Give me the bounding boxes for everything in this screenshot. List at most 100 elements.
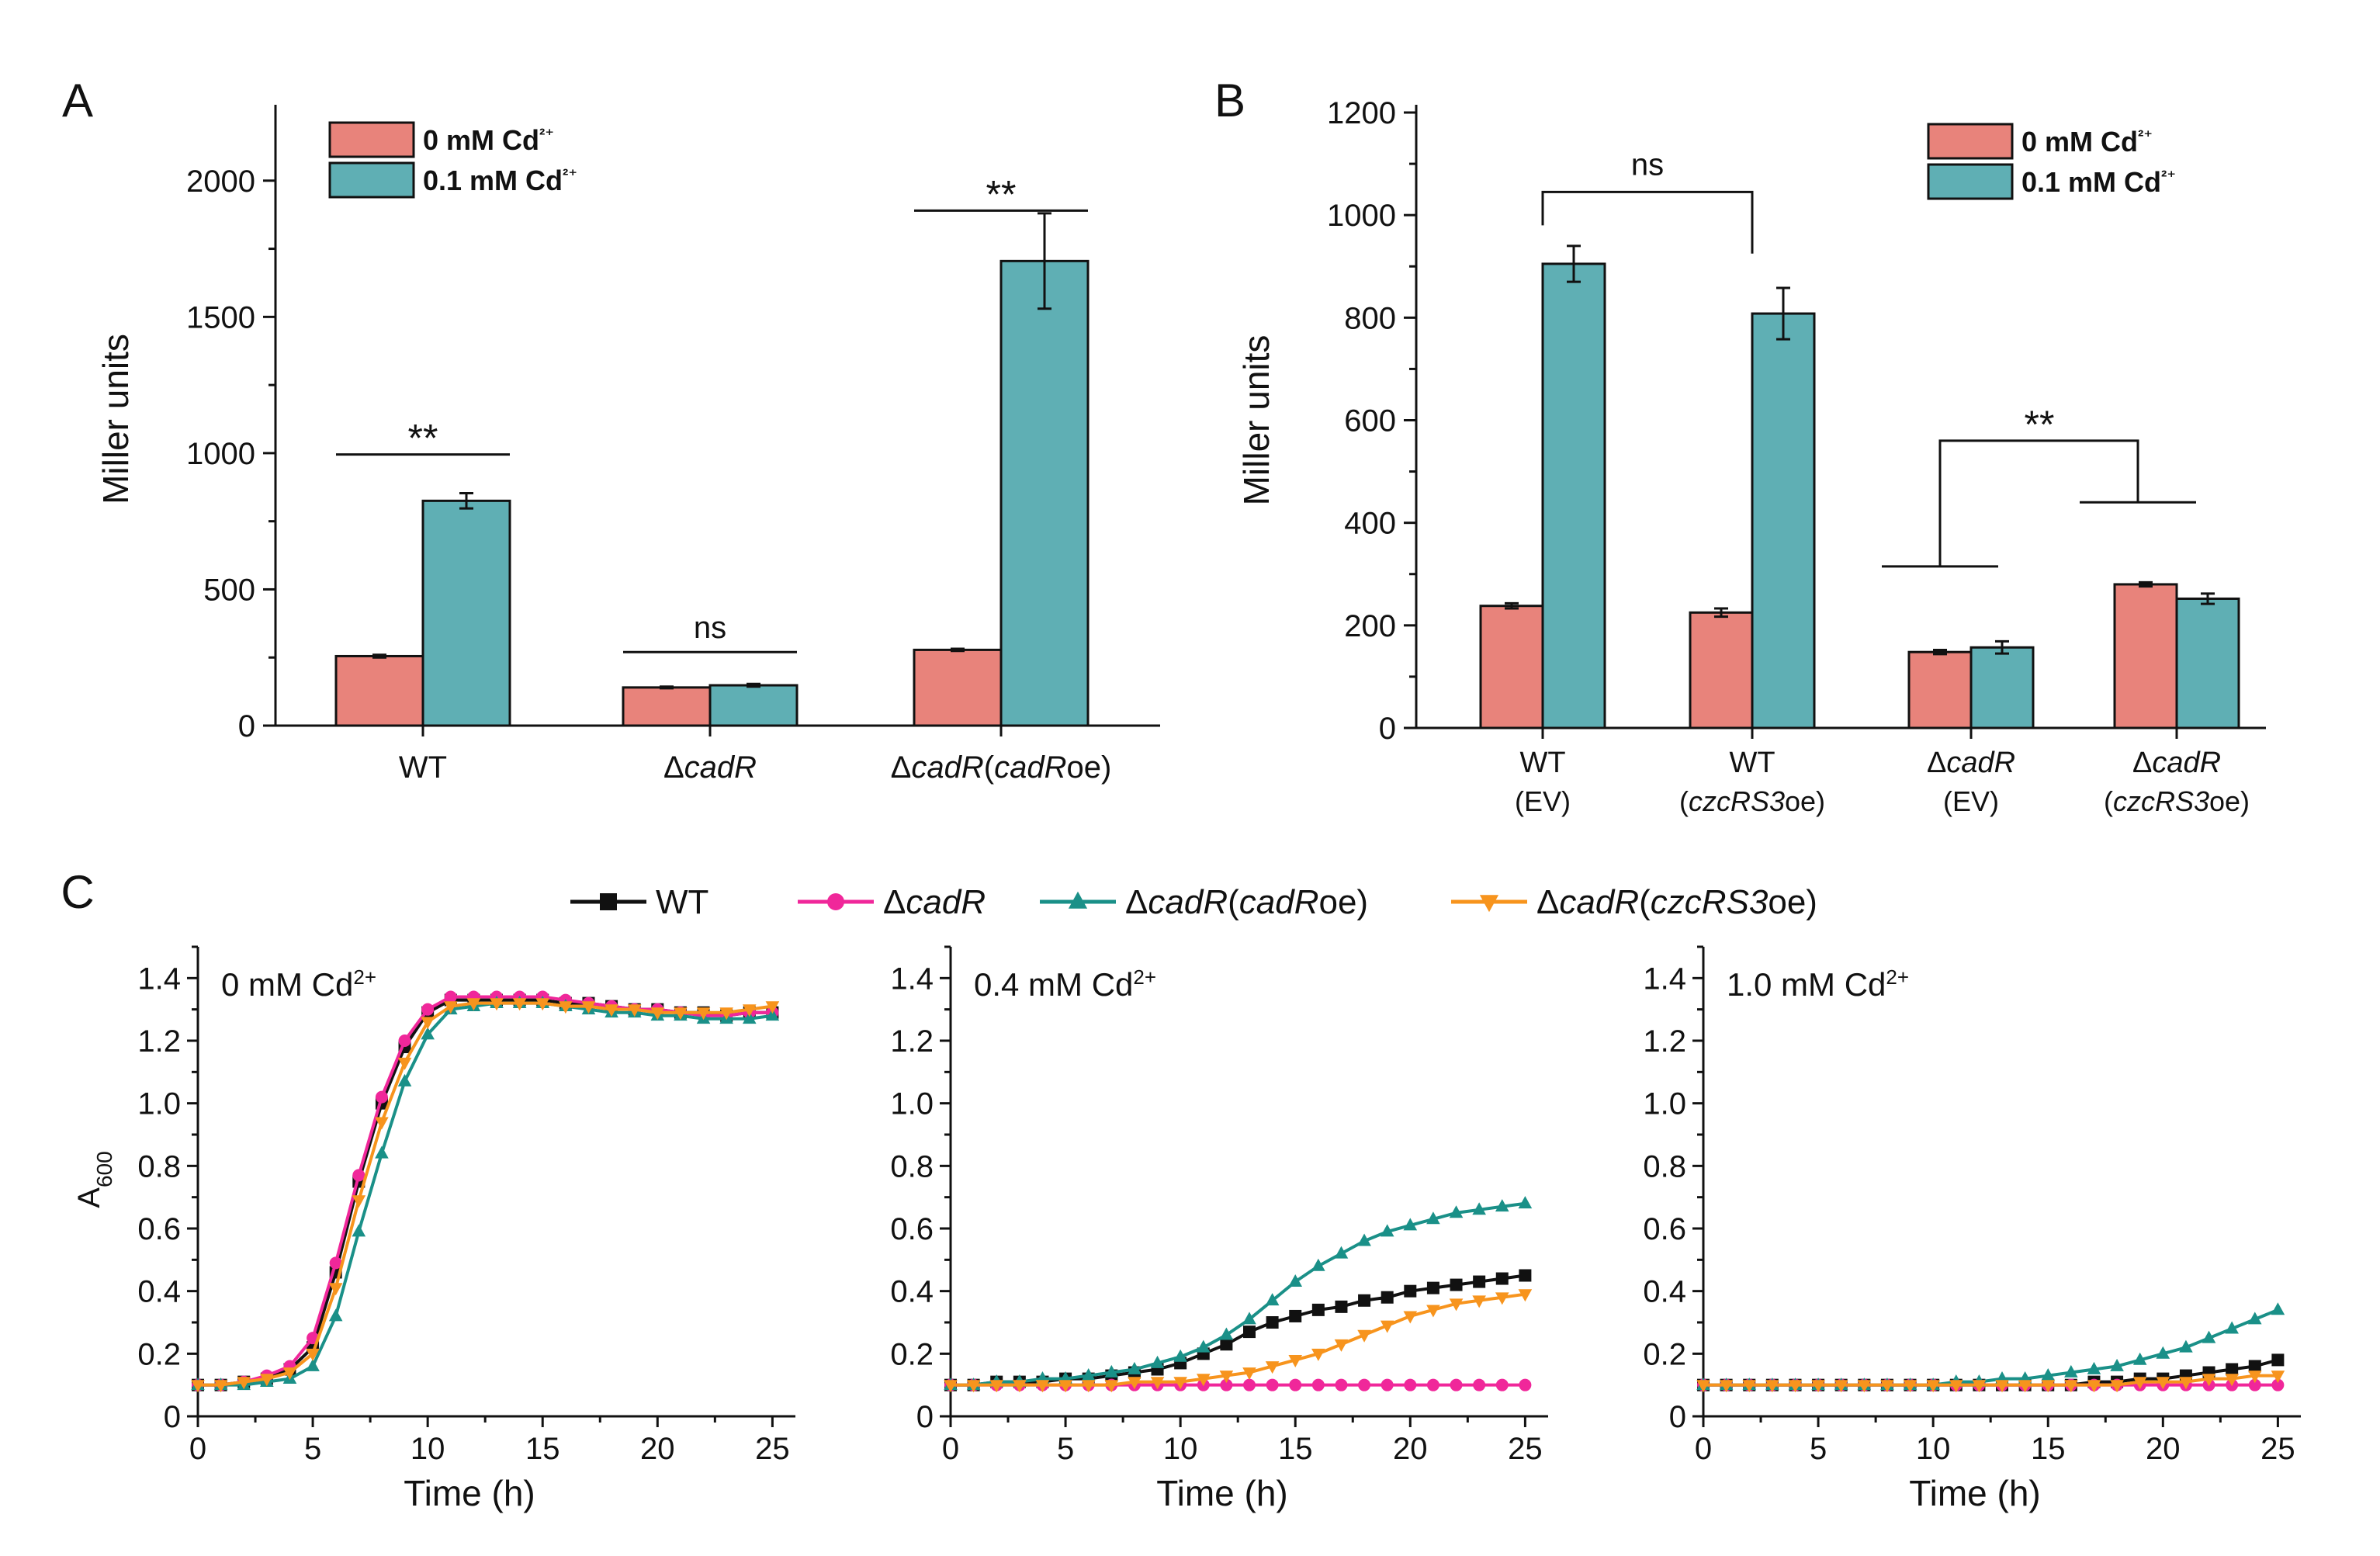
significance-label: ns [1631, 147, 1664, 182]
point-cadroe [1334, 1246, 1349, 1259]
y-tick-label: 1200 [1327, 96, 1396, 130]
subplot-label: 0.4 mM Cd2+ [974, 965, 1156, 1003]
x-category-label-line1-part-1: cadR [2152, 747, 2221, 779]
point-dcadr [444, 990, 457, 1003]
bar [1479, 605, 1544, 729]
point-cadroe [1128, 1361, 1141, 1374]
y-tick-label: 0.4 [890, 1275, 934, 1309]
y-tick-label: 0.2 [137, 1337, 181, 1371]
series-line-wt [198, 998, 773, 1387]
point-czcrs3oe [1472, 1295, 1486, 1308]
point-czcrs3oe [1995, 1380, 2009, 1393]
point-czcrs3oe [1380, 1320, 1394, 1333]
y-tick-label: 200 [1344, 609, 1396, 643]
significance-label: ** [2025, 403, 2055, 446]
point-czcrs3oe [443, 1001, 458, 1014]
x-category-label-line1-part-0: WT [1729, 747, 1775, 779]
point-czcrs3oe [328, 1283, 343, 1296]
point-czcrs3oe [1972, 1380, 1987, 1393]
x-tick-label: 25 [755, 1432, 790, 1466]
legend-label: ΔcadR(cadRoe) [1125, 883, 1368, 921]
x-tick-label: 10 [1163, 1432, 1198, 1466]
legend-marker [1479, 895, 1499, 913]
point-cadroe [2041, 1367, 2056, 1381]
x-tick-label: 25 [1508, 1432, 1543, 1466]
point-czcrs3oe [1357, 1329, 1371, 1343]
point-czcrs3oe [742, 1004, 757, 1017]
x-category-label-part-0: Δ [663, 750, 684, 785]
y-axis-title-main: A [72, 1187, 106, 1208]
point-wt [1220, 1338, 1233, 1351]
point-cadroe [1449, 1205, 1464, 1218]
legend-label: ΔcadR [883, 883, 986, 921]
x-category-label-line2-part-0: (EV) [1943, 785, 1999, 817]
point-czcrs3oe [282, 1367, 297, 1381]
x-tick-label: 5 [304, 1432, 321, 1466]
legend-label-sup: ²⁺ [2161, 167, 2176, 186]
point-czcrs3oe [1949, 1380, 1963, 1393]
point-czcrs3oe [1788, 1380, 1803, 1393]
point-dcadr [352, 1169, 365, 1182]
point-cadroe [397, 1073, 412, 1086]
point-cadroe [1426, 1211, 1440, 1225]
y-tick-label: 0 [1669, 1400, 1686, 1434]
legend-label-part-0: Δ [1536, 883, 1559, 921]
legend-label-part-1: cadR [1559, 883, 1639, 921]
point-czcrs3oe [1013, 1380, 1027, 1393]
y-tick-label: 1500 [186, 300, 255, 334]
legend-label: 0 mM Cd²⁺ [423, 124, 554, 156]
point-dcadr [1404, 1378, 1417, 1391]
point-wt [2248, 1360, 2261, 1373]
point-dcadr [2271, 1378, 2285, 1391]
series-line-dcadr [198, 995, 773, 1387]
y-axis-title-sub: 600 [92, 1151, 116, 1187]
point-wt [1450, 1278, 1463, 1291]
point-czcrs3oe [2110, 1380, 2124, 1393]
point-cadroe [1150, 1355, 1165, 1368]
legend-swatch [1927, 163, 2014, 200]
bar [1969, 646, 2035, 729]
point-czcrs3oe [674, 1007, 688, 1021]
y-tick-label: 2000 [186, 165, 255, 199]
y-tick-label: 500 [203, 573, 255, 607]
point-cadroe [1219, 1327, 1234, 1340]
legend-swatch [1927, 123, 2014, 160]
subplot-3: 0 0.2 0.4 0.6 0.8 1.0 1.2 1.4 0 5 10 15 20 25 Time (h)… [1643, 945, 2301, 1513]
x-category-label-line2-part-1: czcRS3 [1689, 785, 1785, 817]
legend-swatch [328, 121, 415, 158]
point-czcrs3oe [1288, 1355, 1303, 1367]
bar [2113, 583, 2178, 729]
x-tick-label: 20 [2146, 1432, 2181, 1466]
x-category-label-part-2: ( [984, 750, 995, 785]
point-wt [1335, 1300, 1348, 1313]
point-cadroe [2271, 1302, 2285, 1315]
point-wt [1404, 1284, 1417, 1298]
point-czcrs3oe [2087, 1380, 2101, 1393]
bar [708, 684, 799, 727]
point-czcrs3oe [512, 998, 527, 1011]
point-czcrs3oe [1403, 1311, 1418, 1324]
point-czcrs3oe [1857, 1380, 1872, 1393]
x-category-label-line1-part-1: cadR [1946, 747, 2015, 779]
x-tick-label: 20 [640, 1432, 675, 1466]
point-cadroe [2156, 1346, 2170, 1359]
y-tick-label: 1000 [1327, 199, 1396, 233]
point-czcrs3oe [1173, 1377, 1187, 1390]
y-tick-label: 1.0 [137, 1087, 181, 1121]
point-dcadr [421, 1003, 435, 1016]
point-cadroe [2087, 1361, 2101, 1374]
y-tick-label: 1.0 [890, 1087, 934, 1121]
y-tick-label: 0.6 [137, 1212, 181, 1246]
point-czcrs3oe [1150, 1377, 1165, 1390]
point-czcrs3oe [260, 1374, 274, 1387]
point-czcrs3oe [559, 1001, 573, 1014]
y-tick-label: 0.2 [890, 1337, 934, 1371]
legend-label-part-1: cadR [1148, 883, 1228, 921]
legend-marker [827, 893, 844, 910]
point-czcrs3oe [237, 1377, 251, 1390]
x-tick-label: 5 [1810, 1432, 1827, 1466]
significance-label: ns [694, 611, 726, 645]
x-category-label-line2-part-1: czcRS3 [2113, 785, 2209, 817]
significance-label: ** [986, 172, 1017, 216]
subplot-label: 1.0 mM Cd2+ [1727, 965, 1909, 1003]
